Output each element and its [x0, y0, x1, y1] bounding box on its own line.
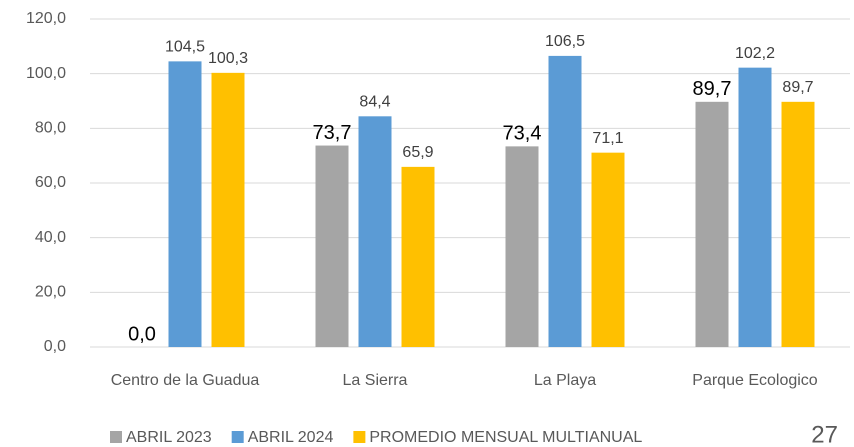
y-tick-label: 60,0: [35, 174, 66, 191]
bar: [315, 145, 349, 347]
data-label: 106,5: [545, 33, 585, 50]
bar: [401, 166, 435, 347]
data-label: 89,7: [782, 79, 813, 96]
legend-label: ABRIL 2023: [126, 429, 212, 446]
bar: [548, 55, 582, 348]
legend-label: ABRIL 2024: [248, 429, 334, 446]
data-label: 84,4: [359, 94, 390, 111]
bar: [505, 146, 539, 347]
x-tick-label: La Sierra: [342, 372, 408, 389]
y-tick-label: 0,0: [44, 338, 66, 355]
page-number: 27: [811, 421, 838, 447]
x-tick-label: Parque Ecologico: [692, 372, 818, 389]
bar: [695, 101, 729, 347]
x-tick-label: Centro de la Guadua: [110, 372, 260, 389]
y-tick-label: 100,0: [26, 65, 66, 82]
legend-swatch: [110, 431, 122, 443]
data-label: 71,1: [592, 130, 623, 147]
legend-swatch: [231, 431, 244, 443]
data-label: 102,2: [735, 45, 775, 62]
bar: [781, 101, 815, 347]
bar: [168, 61, 202, 347]
data-label: 73,4: [503, 123, 542, 145]
bar: [738, 67, 772, 348]
x-tick-label: La Playa: [533, 372, 597, 389]
bar: [591, 152, 625, 347]
y-tick-label: 20,0: [35, 284, 66, 301]
data-label: 65,9: [402, 144, 433, 161]
data-label: 0,0: [128, 323, 156, 345]
y-tick-label: 120,0: [26, 10, 66, 27]
data-label: 89,7: [693, 78, 732, 100]
data-label: 100,3: [208, 50, 248, 67]
y-tick-label: 80,0: [35, 120, 66, 137]
legend-label: PROMEDIO MENSUAL MULTIANUAL: [369, 429, 642, 446]
bar: [211, 72, 245, 347]
y-tick-label: 40,0: [35, 229, 66, 246]
data-label: 104,5: [165, 39, 205, 56]
legend-swatch: [353, 431, 366, 443]
data-label: 73,7: [313, 122, 352, 144]
bar: [358, 116, 392, 347]
